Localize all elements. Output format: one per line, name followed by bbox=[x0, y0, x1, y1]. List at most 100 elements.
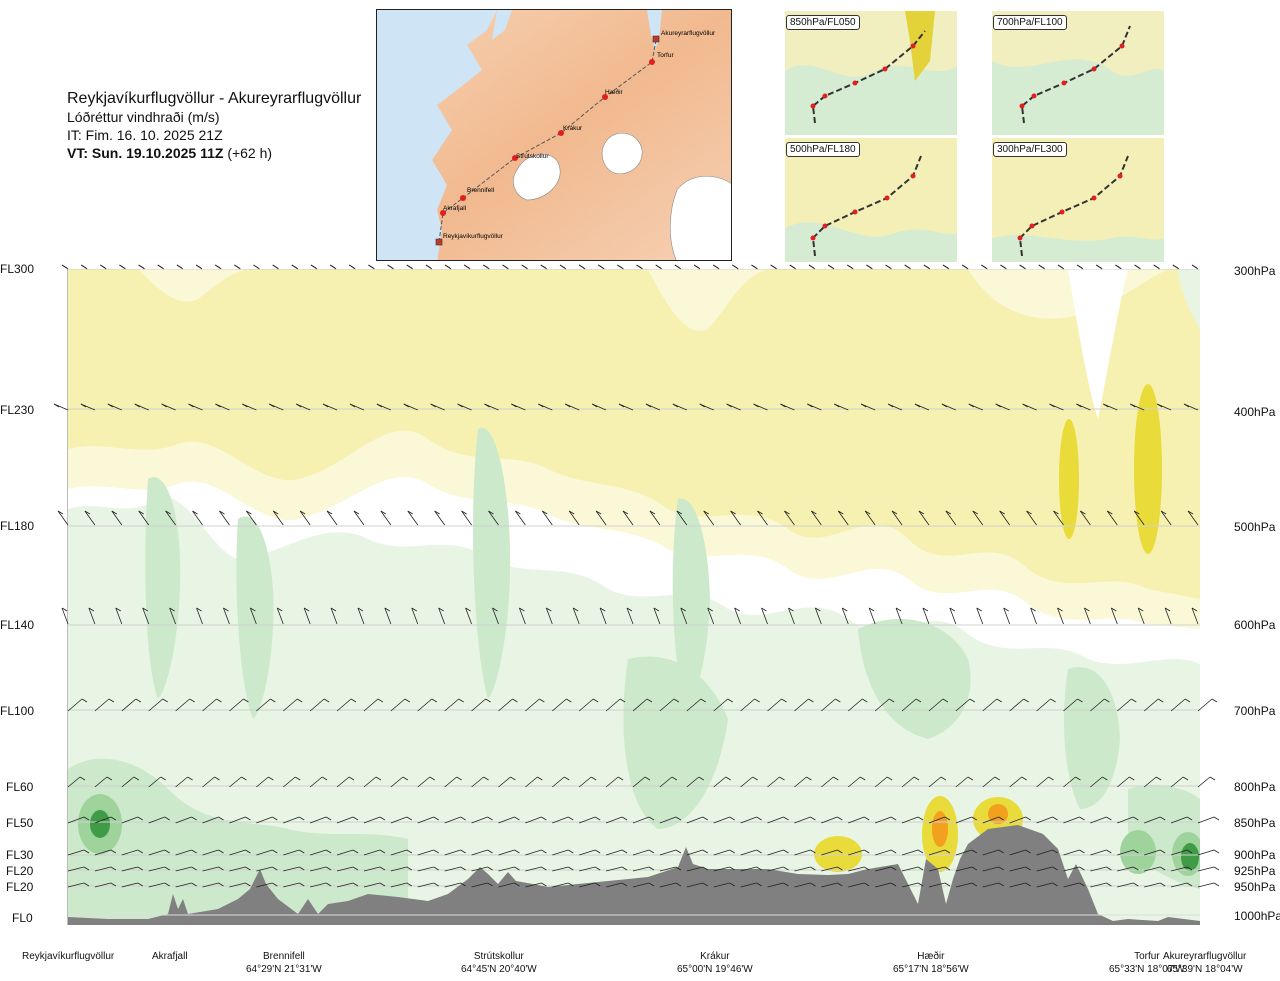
wind-barb bbox=[107, 403, 122, 411]
wind-barb bbox=[961, 264, 969, 270]
wind-barb bbox=[740, 866, 762, 872]
wind-barb bbox=[1080, 510, 1091, 526]
wind-barb bbox=[1090, 776, 1108, 788]
wind-barb bbox=[837, 510, 849, 526]
route-map-label: Akureyrarflugvöllur bbox=[661, 30, 716, 37]
wind-barb bbox=[1117, 882, 1139, 888]
wind-barb bbox=[444, 882, 466, 888]
wind-barb bbox=[249, 607, 257, 625]
wind-barb bbox=[121, 866, 144, 872]
wind-barb bbox=[67, 816, 90, 824]
wind-barb bbox=[605, 816, 628, 824]
wind-barb bbox=[568, 510, 580, 526]
wind-barb bbox=[444, 816, 466, 824]
wind-barb bbox=[363, 776, 382, 788]
wind-barb bbox=[753, 403, 768, 411]
level-map-850: 850hPa/FL050 bbox=[785, 11, 957, 135]
wind-barb bbox=[1076, 403, 1091, 411]
wind-barb bbox=[417, 849, 439, 856]
wind-barb bbox=[390, 866, 413, 872]
fl-label: FL60 bbox=[6, 780, 34, 794]
wind-barb bbox=[713, 816, 735, 824]
wind-barb bbox=[1117, 849, 1139, 856]
wind-barb bbox=[1063, 698, 1083, 712]
wind-barb bbox=[1084, 607, 1091, 625]
wind-barb bbox=[406, 264, 413, 270]
wind-barb bbox=[148, 866, 170, 872]
wind-barb bbox=[1038, 264, 1046, 270]
wind-barb bbox=[67, 698, 88, 712]
level-map-canvas bbox=[992, 11, 1164, 135]
fl-label: FL230 bbox=[0, 403, 35, 417]
route-map-marker-akrafjall bbox=[440, 210, 446, 216]
wind-barb bbox=[176, 264, 184, 270]
wind-barb bbox=[1036, 816, 1058, 824]
wind-barb bbox=[955, 882, 978, 888]
wind-barb bbox=[680, 607, 688, 625]
wind-barb bbox=[390, 882, 413, 888]
wind-barb bbox=[1009, 866, 1031, 872]
waypoint-label: Strútskollur 64°45'N 20°40'W bbox=[461, 950, 537, 976]
wind-barb bbox=[598, 264, 605, 270]
wind-barb bbox=[632, 866, 655, 872]
wind-barb bbox=[417, 882, 439, 888]
wind-barb bbox=[740, 698, 760, 712]
waypoint-coord: 65°39'N 18°04'W bbox=[1166, 964, 1243, 975]
wind-barb bbox=[438, 607, 446, 625]
wind-barb bbox=[1110, 607, 1118, 625]
wind-barb bbox=[1057, 607, 1064, 625]
wind-barb bbox=[363, 816, 386, 824]
wind-barb bbox=[982, 882, 1004, 888]
wind-barb bbox=[626, 607, 634, 625]
waypoint-coord: 65°33'N 18°07'W bbox=[1109, 964, 1185, 975]
wind-barb bbox=[1170, 776, 1189, 788]
route-map-marker-brennifell bbox=[460, 195, 466, 201]
wind-barb bbox=[175, 816, 197, 824]
wind-barb bbox=[488, 510, 499, 526]
wind-barb bbox=[1036, 698, 1056, 712]
wind-barb bbox=[713, 776, 731, 788]
wind-barb bbox=[659, 698, 680, 712]
wind-barb bbox=[807, 403, 822, 411]
wind-barb bbox=[417, 698, 437, 712]
wind-barb bbox=[901, 776, 920, 788]
wind-barb bbox=[901, 698, 922, 712]
wind-barb bbox=[519, 607, 526, 625]
wind-barb bbox=[1063, 866, 1085, 872]
wind-barb bbox=[498, 849, 520, 856]
wind-barb bbox=[80, 264, 88, 270]
wind-barb bbox=[578, 264, 586, 270]
wind-barb bbox=[195, 264, 203, 270]
wind-barb bbox=[599, 607, 607, 625]
wind-barb bbox=[471, 698, 491, 712]
wind-barb bbox=[847, 264, 854, 270]
wind-barb bbox=[94, 849, 117, 856]
wind-barb bbox=[175, 849, 197, 856]
wind-barb bbox=[538, 403, 553, 411]
pressure-label: 600hPa bbox=[1234, 618, 1276, 632]
wind-barb bbox=[1197, 776, 1216, 788]
wind-barb bbox=[94, 866, 117, 872]
wind-barb bbox=[121, 816, 144, 824]
wind-barb bbox=[310, 849, 332, 856]
wind-barb bbox=[134, 403, 149, 411]
waypoint-label: Brennifell 64°29'N 21°31'W bbox=[246, 950, 322, 976]
wind-barb bbox=[928, 816, 951, 824]
wind-barb bbox=[1197, 882, 1220, 888]
route-map-marker-krakur bbox=[558, 130, 564, 136]
wind-barb bbox=[498, 866, 520, 872]
wind-barb bbox=[1187, 510, 1199, 526]
wind-barb bbox=[363, 849, 386, 856]
wind-barb bbox=[202, 866, 224, 872]
wind-barb bbox=[169, 607, 176, 625]
wind-barb bbox=[256, 816, 278, 824]
wind-barb bbox=[67, 776, 86, 788]
wind-barb bbox=[229, 816, 251, 824]
wind-barb bbox=[1026, 510, 1037, 526]
wind-barb bbox=[148, 849, 170, 856]
wind-barb bbox=[94, 776, 113, 788]
wind-barb bbox=[895, 607, 903, 625]
wind-barb bbox=[1156, 403, 1172, 411]
wind-barb bbox=[923, 264, 931, 270]
wind-barb bbox=[794, 776, 812, 788]
